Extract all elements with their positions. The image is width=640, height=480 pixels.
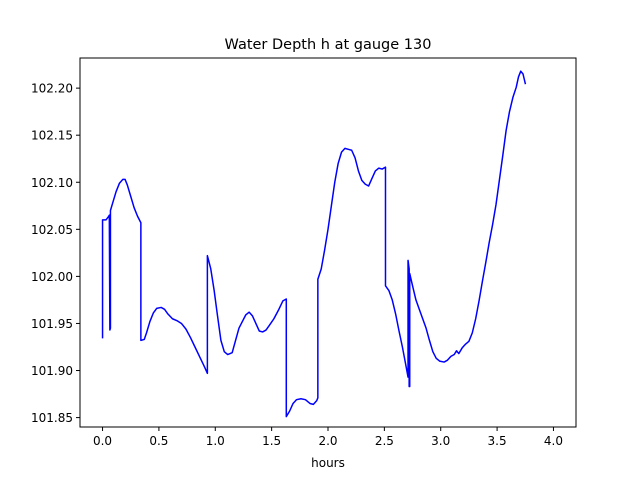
y-tick-label: 102.05 (31, 223, 73, 237)
x-tick-label: 2.5 (375, 434, 394, 448)
x-tick-label: 1.5 (262, 434, 281, 448)
series-line-0 (101, 70, 527, 418)
x-tick-label: 1.0 (206, 434, 225, 448)
x-tick-label: 3.5 (488, 434, 507, 448)
y-tick-label: 101.85 (31, 411, 73, 425)
y-tick-label: 102.20 (31, 82, 73, 96)
y-tick-label: 101.90 (31, 364, 73, 378)
x-tick-label: 0.5 (149, 434, 168, 448)
x-tick-label: 4.0 (544, 434, 563, 448)
x-axis-label: hours (311, 456, 345, 470)
y-tick-label: 101.95 (31, 317, 73, 331)
x-tick-label: 0.0 (93, 434, 112, 448)
y-axis: 101.85 101.90 101.95 102.00 102.05 102.10 102.… (31, 82, 80, 425)
chart-title: Water Depth h at gauge 130 (225, 37, 432, 53)
x-tick-label: 2.0 (318, 434, 337, 448)
x-tick-label: 3.0 (431, 434, 450, 448)
y-tick-label: 102.10 (31, 176, 73, 190)
y-tick-label: 102.00 (31, 270, 73, 284)
x-axis: 0.0 0.5 1.0 1.5 2.0 2.5 3.0 3.5 4.0 (93, 427, 563, 448)
y-tick-label: 102.15 (31, 129, 73, 143)
